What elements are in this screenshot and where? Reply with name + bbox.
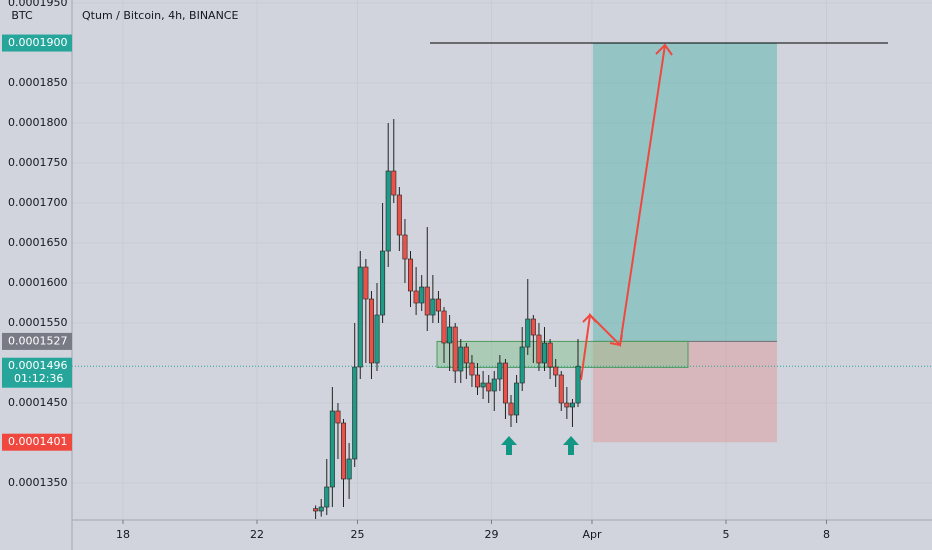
candle-body (424, 286, 430, 316)
price-badge-label: 0.0001527 (8, 334, 68, 347)
support-zone (436, 340, 689, 368)
candle-body (519, 346, 525, 384)
candle-body (408, 258, 414, 292)
price-badge (2, 433, 72, 451)
candle-body (475, 374, 481, 388)
price-badge (2, 332, 72, 350)
candle-body (413, 290, 419, 304)
candle-body (530, 318, 536, 336)
candle-body (542, 342, 548, 364)
x-tick-label: 29 (484, 528, 498, 541)
annotations (501, 43, 673, 455)
candle-body (514, 382, 520, 416)
candle-body (435, 298, 441, 312)
profit-zone (593, 43, 777, 342)
y-tick-label: 0.0001750 (8, 156, 68, 169)
y-tick-label: 0.0001450 (8, 396, 68, 409)
candle-body (329, 410, 335, 488)
candle-body (569, 402, 575, 408)
candle-body (525, 318, 531, 348)
price-badge-label: 0.0001496 (8, 359, 68, 372)
candle-body (508, 402, 514, 416)
countdown: 01:12:36 (14, 372, 63, 385)
candle-body (441, 310, 447, 344)
y-tick-label: 0.0001700 (8, 196, 68, 209)
candle-body (363, 266, 369, 300)
x-tick-label: 25 (350, 528, 364, 541)
candle-body (553, 366, 559, 376)
candle-body (335, 410, 341, 424)
candle-body (385, 170, 391, 252)
chart-title: Qtum / Bitcoin, 4h, BINANCE (82, 9, 238, 22)
grid (72, 0, 932, 520)
candle-body (352, 366, 358, 460)
x-tick-label: 5 (722, 528, 729, 541)
candle-body (558, 374, 564, 404)
x-tick-label: 18 (116, 528, 130, 541)
candle-body (469, 362, 475, 376)
price-badge (2, 357, 72, 388)
candle-body (447, 326, 453, 344)
up-arrow (563, 436, 579, 455)
y-tick-label: 0.0001850 (8, 76, 68, 89)
candles (313, 119, 581, 520)
x-tick-label: 22 (250, 528, 264, 541)
price-badge (2, 34, 72, 52)
candle-body (486, 382, 492, 392)
candle-body (452, 326, 458, 372)
y-tick-label: 0.0001650 (8, 236, 68, 249)
candle-body (391, 170, 397, 196)
arrow-head (609, 334, 623, 347)
candle-body (368, 298, 374, 364)
projection-arrow (580, 44, 666, 381)
candle-body (564, 402, 570, 408)
candle-body (324, 486, 330, 508)
arrow-head (582, 313, 597, 323)
y-tick-label: 0.0001600 (8, 276, 68, 289)
y-tick-label: 0.0001350 (8, 476, 68, 489)
candle-body (380, 250, 386, 316)
candle-body (318, 506, 324, 512)
y-tick-label: 0.0001950 (8, 0, 68, 9)
axes: 0.0001350 0.0001450 0.0001550 0.0001600 0.00… (2, 0, 830, 541)
candle-body (396, 194, 402, 236)
candle-body (402, 234, 408, 260)
candle-body (313, 508, 319, 512)
candle-body (491, 378, 497, 392)
candle-body (502, 362, 508, 404)
y-tick-label: 0.0001800 (8, 116, 68, 129)
up-arrow (501, 436, 517, 455)
candle-body (480, 382, 486, 388)
arrow-head (655, 43, 673, 56)
candle-body (341, 422, 347, 480)
x-tick-label: 8 (823, 528, 830, 541)
candle-body (458, 346, 464, 372)
currency: BTC (11, 9, 33, 22)
candle-body (430, 298, 436, 316)
candle-body (357, 266, 363, 368)
price-badge-label: 0.0001900 (8, 36, 68, 49)
candle-body (575, 365, 581, 404)
price-badge-label: 0.0001401 (8, 435, 68, 448)
y-tick-label: 0.0001550 (8, 316, 68, 329)
candle-body (463, 346, 469, 364)
candle-body (536, 334, 542, 364)
x-tick-label: Apr (582, 528, 602, 541)
candle-body (346, 458, 352, 480)
drawings (72, 42, 932, 443)
candle-body (497, 362, 503, 380)
candle-body (419, 286, 425, 304)
loss-zone (593, 341, 777, 443)
candle-body (547, 342, 553, 368)
candle-body (374, 314, 380, 364)
